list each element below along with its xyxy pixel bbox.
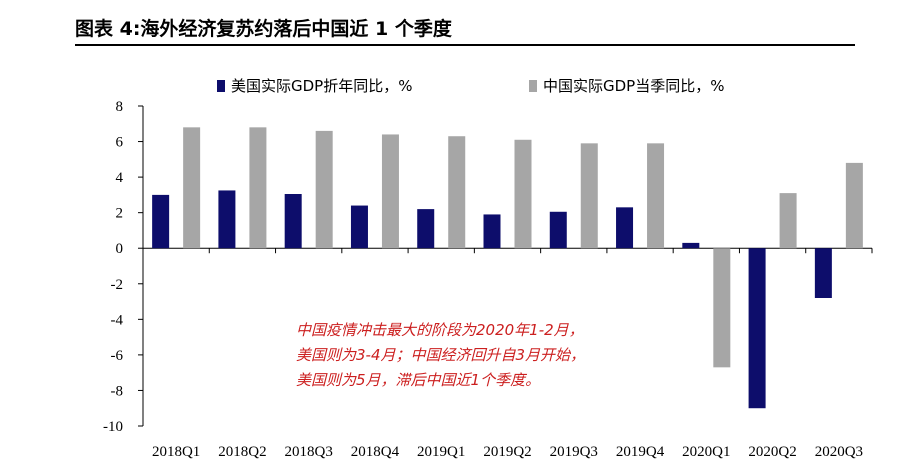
- x-tick-label: 2018Q4: [351, 444, 400, 460]
- us-gdp-bar: [814, 248, 832, 298]
- y-tick-label: -4: [111, 312, 124, 328]
- china-gdp-bar: [580, 143, 598, 249]
- annotation-line-2: 美国则为3-4月；中国经济回升自3月开始，: [296, 346, 586, 364]
- china-gdp-bar: [381, 134, 399, 249]
- x-tick-label: 2019Q2: [483, 444, 531, 460]
- y-tick-label: 2: [116, 206, 124, 222]
- china-gdp-bar: [713, 248, 731, 368]
- china-gdp-bar: [183, 127, 201, 249]
- x-tick-label: 2019Q3: [550, 444, 598, 460]
- us-gdp-bar: [284, 194, 302, 249]
- y-tick-label: -10: [103, 419, 123, 435]
- china-gdp-bar: [315, 130, 333, 249]
- us-gdp-bar: [218, 190, 236, 249]
- title-bar: 图表 4:海外经济复苏约落后中国近 1 个季度: [75, 12, 855, 46]
- china-gdp-bar: [647, 143, 665, 249]
- us-gdp-bar: [417, 209, 435, 249]
- x-tick-label: 2018Q3: [285, 444, 333, 460]
- us-gdp-bar: [616, 207, 634, 249]
- x-tick-label: 2019Q1: [417, 444, 465, 460]
- china-gdp-bar: [249, 127, 267, 249]
- china-gdp-bar: [514, 139, 532, 249]
- annotation-line-1: 中国疫情冲击最大的阶段为2020年1-2月，: [296, 321, 584, 339]
- legend-swatch-china: [529, 80, 537, 92]
- legend-label-china: 中国实际GDP当季同比，%: [543, 77, 724, 95]
- legend-swatch-us: [217, 80, 225, 92]
- us-gdp-bar: [483, 214, 501, 249]
- chart-annotation: 中国疫情冲击最大的阶段为2020年1-2月， 美国则为3-4月；中国经济回升自3…: [296, 318, 676, 393]
- y-tick-label: 6: [116, 135, 124, 151]
- x-tick-label: 2018Q2: [218, 444, 266, 460]
- y-tick-label: -6: [111, 348, 124, 364]
- x-tick-label: 2020Q1: [682, 444, 730, 460]
- y-tick-label: 8: [116, 99, 124, 115]
- chart-title: 图表 4:海外经济复苏约落后中国近 1 个季度: [75, 18, 452, 40]
- x-tick-label: 2019Q4: [616, 444, 665, 460]
- us-gdp-bar: [682, 242, 700, 249]
- annotation-line-3: 美国则为5月，滞后中国近1个季度。: [296, 371, 541, 389]
- y-tick-label: 0: [116, 241, 124, 257]
- legend-label-us: 美国实际GDP折年同比，%: [231, 77, 412, 95]
- china-gdp-bar: [448, 136, 466, 249]
- x-tick-label: 2018Q1: [152, 444, 200, 460]
- us-gdp-bar: [152, 194, 170, 249]
- china-gdp-bar: [779, 193, 797, 249]
- us-gdp-bar: [748, 248, 766, 409]
- x-tick-label: 2020Q3: [815, 444, 863, 460]
- x-tick-label: 2020Q2: [748, 444, 796, 460]
- y-tick-label: 4: [116, 170, 124, 186]
- us-gdp-bar: [350, 205, 368, 249]
- china-gdp-bar: [845, 162, 863, 249]
- y-tick-label: -2: [111, 277, 124, 293]
- y-tick-label: -8: [111, 383, 124, 399]
- us-gdp-bar: [549, 211, 567, 249]
